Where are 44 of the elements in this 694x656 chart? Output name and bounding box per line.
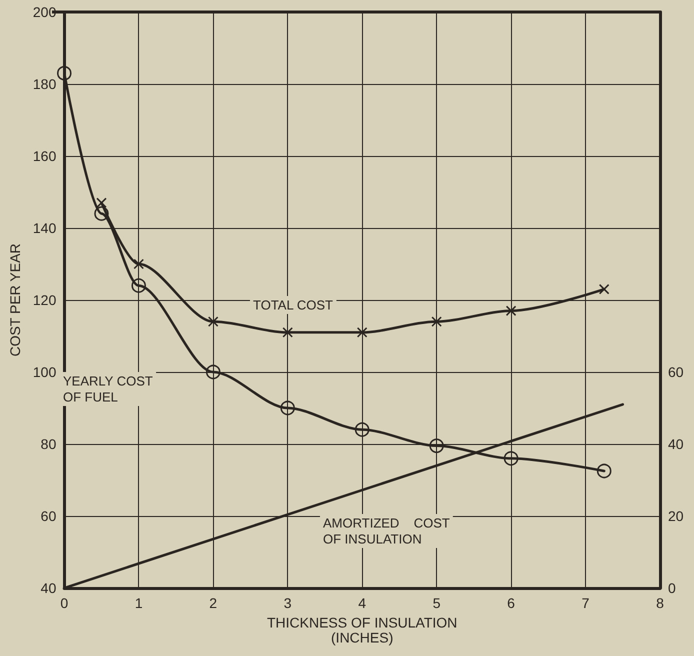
y-tick-label: 180 — [32, 76, 56, 92]
x-tick-label: 5 — [432, 595, 441, 611]
y-tick-label: 160 — [32, 148, 56, 164]
y-tick-label: 40 — [40, 580, 56, 596]
y-tick-label: 100 — [32, 364, 56, 380]
y-tick-label: 120 — [32, 292, 56, 308]
x-tick-label: 3 — [284, 595, 292, 611]
x-tick-label: 1 — [134, 595, 143, 611]
point — [504, 451, 518, 466]
annotation: YEARLY COST OF FUEL — [63, 374, 153, 404]
point — [598, 284, 610, 294]
point — [94, 206, 109, 221]
y-tick-label: 60 — [40, 508, 56, 524]
x-tick-label: 0 — [60, 595, 68, 611]
point — [282, 327, 293, 338]
annotation: AMORTIZED COST OF INSULATION — [323, 516, 450, 546]
x-tick-label: 2 — [209, 595, 218, 611]
annotation: TOTAL COST — [253, 298, 333, 312]
point — [356, 327, 368, 338]
point — [280, 400, 295, 416]
y-tick-label: 140 — [32, 220, 56, 236]
y-axis-title: COST PER YEAR — [7, 243, 23, 357]
point — [208, 316, 218, 327]
y-tick-label: 80 — [40, 436, 56, 452]
point — [596, 464, 612, 478]
point — [431, 316, 442, 327]
point — [429, 438, 444, 454]
x-tick-label: 6 — [507, 595, 516, 611]
point — [131, 278, 146, 293]
y2-tick-label: 20 — [668, 508, 684, 524]
y-tick-label: 200 — [32, 4, 56, 20]
y2-tick-label: 60 — [668, 364, 684, 380]
point — [57, 66, 72, 80]
point — [354, 422, 370, 437]
x-tick-label: 7 — [582, 595, 590, 611]
y2-tick-label: 0 — [668, 580, 676, 596]
x-tick-label: 8 — [656, 595, 664, 611]
x-axis-title: THICKNESS OF INSULATION (INCHES) — [266, 614, 458, 646]
y2-tick-label: 40 — [668, 436, 684, 452]
point — [206, 364, 220, 380]
point — [506, 306, 516, 316]
point — [133, 258, 144, 270]
x-tick-label: 4 — [358, 595, 366, 611]
point — [96, 198, 107, 208]
